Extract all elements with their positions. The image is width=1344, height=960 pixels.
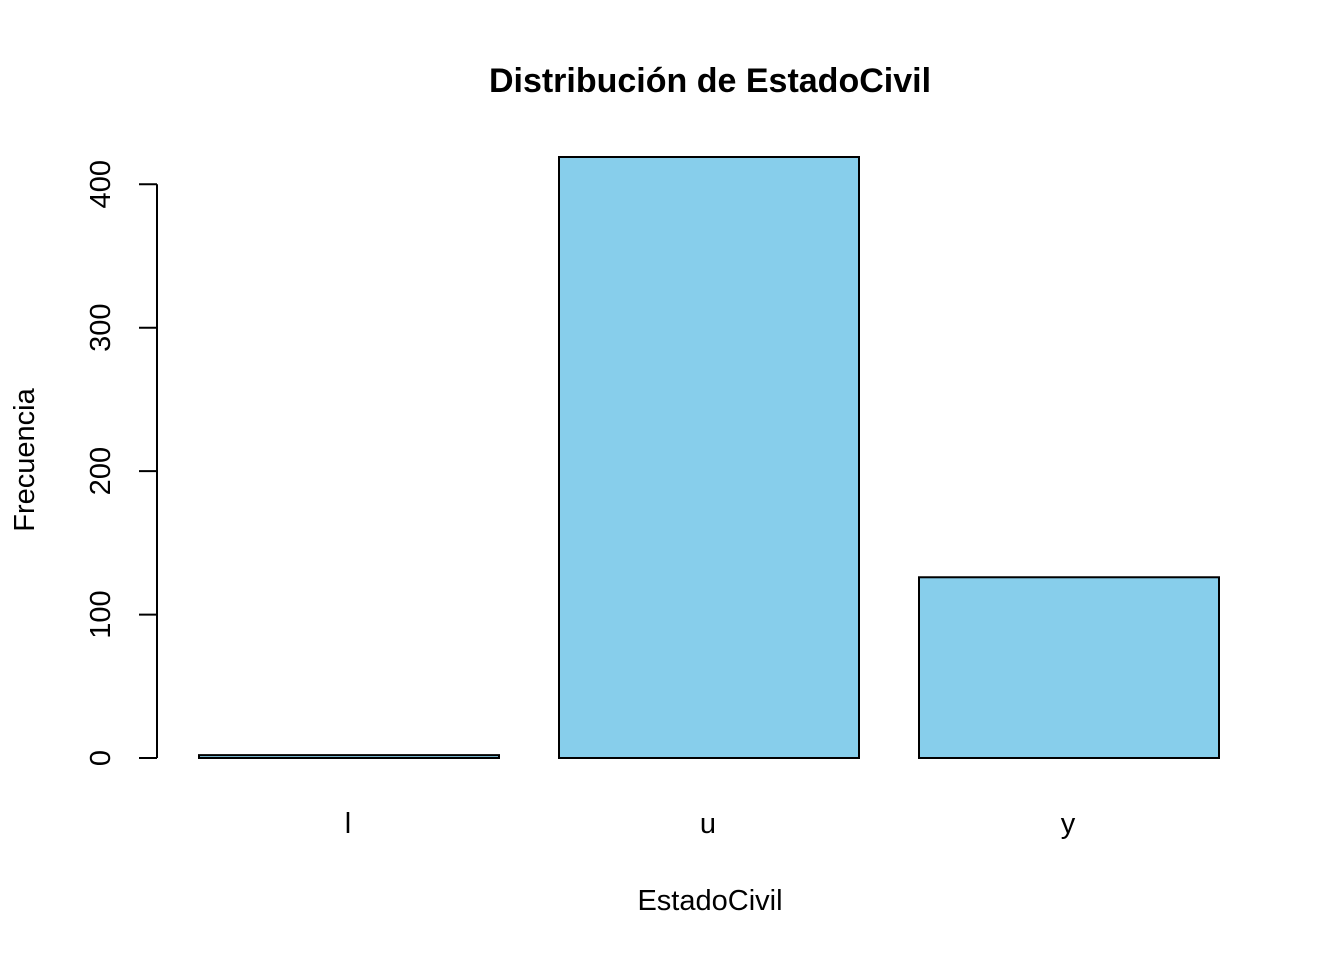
- x-tick-label-u: u: [700, 808, 716, 840]
- y-ticks: 0 100 200 300 400: [85, 160, 157, 766]
- x-tick-label-y: y: [1061, 808, 1076, 840]
- y-tick-label: 200: [85, 447, 117, 495]
- y-tick-label: 0: [85, 750, 117, 766]
- bars: [198, 156, 1220, 760]
- y-tick-label: 300: [85, 303, 117, 351]
- x-tick-label-l: l: [345, 808, 351, 840]
- bar-y: [918, 576, 1220, 760]
- y-axis: 0 100 200 300 400: [85, 160, 158, 766]
- y-tick-label: 100: [85, 590, 117, 638]
- x-axis-label: EstadoCivil: [637, 885, 782, 917]
- bar-u: [558, 156, 860, 759]
- chart-title: Distribución de EstadoCivil: [489, 62, 931, 100]
- y-axis-label: Frecuencia: [9, 387, 41, 531]
- bar-l: [198, 754, 500, 760]
- y-tick-label: 400: [85, 160, 117, 208]
